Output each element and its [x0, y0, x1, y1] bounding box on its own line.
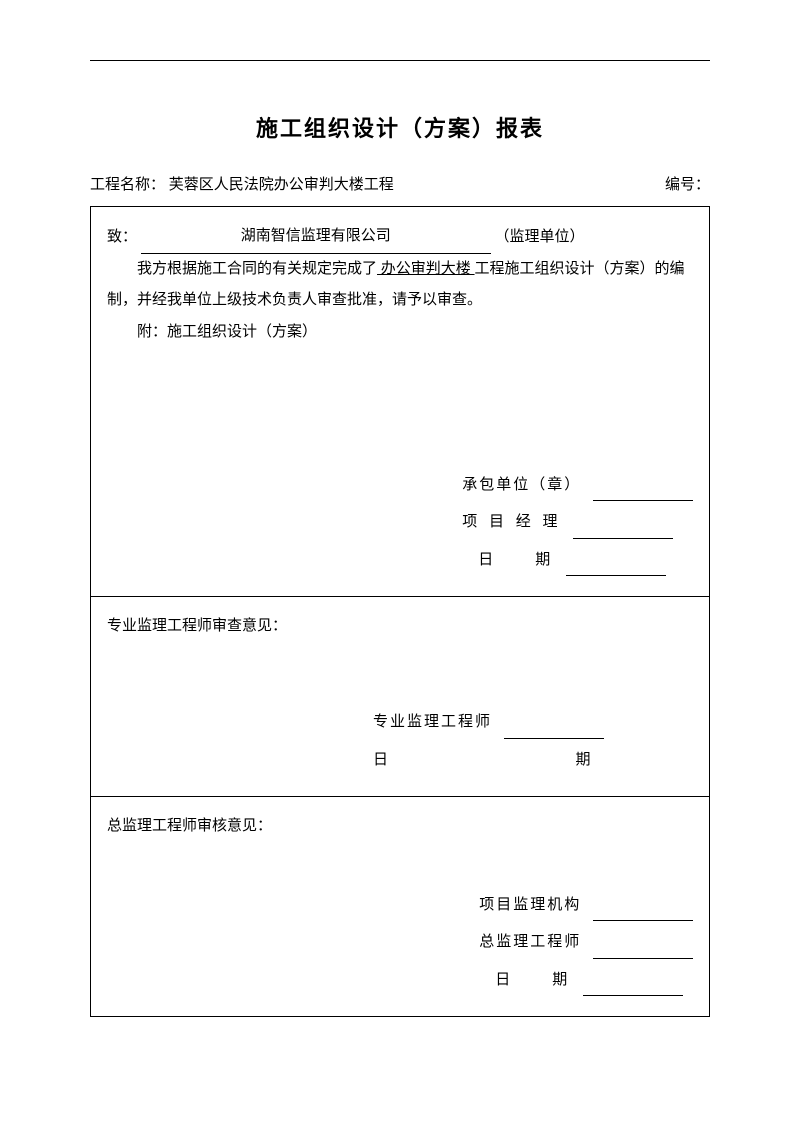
signature-block-3: 项目监理机构 总监理工程师 日 期 [479, 890, 693, 1003]
chief-engineer-row: 总监理工程师 [479, 927, 693, 959]
project-name-group: 工程名称： 芙蓉区人民法院办公审判大楼工程 [90, 173, 394, 194]
date-row-2: 日 期 [373, 745, 693, 777]
date-label-1: 日 期 [462, 545, 554, 577]
specialist-heading: 专业监理工程师审查意见： [107, 611, 693, 643]
specialist-engineer-field[interactable] [504, 738, 604, 739]
supervision-org-label: 项目监理机构 [479, 890, 581, 922]
signature-block-2: 专业监理工程师 日 期 [373, 707, 693, 782]
header-row: 工程名称： 芙蓉区人民法院办公审判大楼工程 编号： [90, 173, 710, 194]
date-field-3[interactable] [583, 995, 683, 996]
specialist-engineer-label: 专业监理工程师 [373, 707, 492, 739]
specialist-engineer-row: 专业监理工程师 [373, 707, 693, 739]
section-specialist-review: 专业监理工程师审查意见： 专业监理工程师 日 期 [91, 597, 710, 797]
date-left-2: 日 [373, 752, 388, 768]
chief-engineer-label: 总监理工程师 [479, 927, 581, 959]
project-label: 工程名称： [90, 177, 165, 193]
document-title: 施工组织设计（方案）报表 [90, 111, 710, 143]
to-line: 致： 湖南智信监理有限公司 （监理单位） [107, 221, 693, 254]
top-horizontal-rule [90, 60, 710, 61]
attachment-line: 附：施工组织设计（方案） [107, 317, 693, 349]
form-table: 致： 湖南智信监理有限公司 （监理单位） 我方根据施工合同的有关规定完成了 办公… [90, 206, 710, 1017]
contractor-unit-label: 承包单位（章） [462, 470, 581, 502]
underlined-project: 办公审判大楼 [377, 261, 475, 277]
date-field-1[interactable] [566, 575, 666, 576]
contractor-unit-field[interactable] [593, 500, 693, 501]
signature-block-1: 承包单位（章） 项 目 经 理 日 期 [462, 470, 693, 583]
chief-engineer-field[interactable] [593, 958, 693, 959]
date-row-1: 日 期 [462, 545, 693, 577]
date-label-3: 日 期 [479, 965, 571, 997]
project-name: 芙蓉区人民法院办公审判大楼工程 [169, 177, 394, 193]
body-prefix: 我方根据施工合同的有关规定完成了 [137, 261, 377, 277]
number-label: 编号： [665, 173, 710, 194]
supervision-org-field[interactable] [593, 920, 693, 921]
supervision-org-row: 项目监理机构 [479, 890, 693, 922]
contractor-unit-row: 承包单位（章） [462, 470, 693, 502]
date-right-2: 期 [576, 752, 591, 768]
chief-heading: 总监理工程师审核意见： [107, 811, 693, 843]
section-chief-review: 总监理工程师审核意见： 项目监理机构 总监理工程师 日 期 [91, 797, 710, 1017]
recipient-field[interactable]: 湖南智信监理有限公司 [141, 221, 491, 254]
body-text: 我方根据施工合同的有关规定完成了 办公审判大楼 工程施工组织设计（方案）的编制，… [107, 254, 693, 317]
project-manager-label: 项 目 经 理 [462, 507, 561, 539]
recipient-suffix: （监理单位） [495, 229, 585, 245]
project-manager-field[interactable] [573, 538, 673, 539]
to-label: 致： [107, 229, 137, 245]
date-row-3: 日 期 [479, 965, 693, 997]
project-manager-row: 项 目 经 理 [462, 507, 693, 539]
section-submission: 致： 湖南智信监理有限公司 （监理单位） 我方根据施工合同的有关规定完成了 办公… [91, 207, 710, 597]
